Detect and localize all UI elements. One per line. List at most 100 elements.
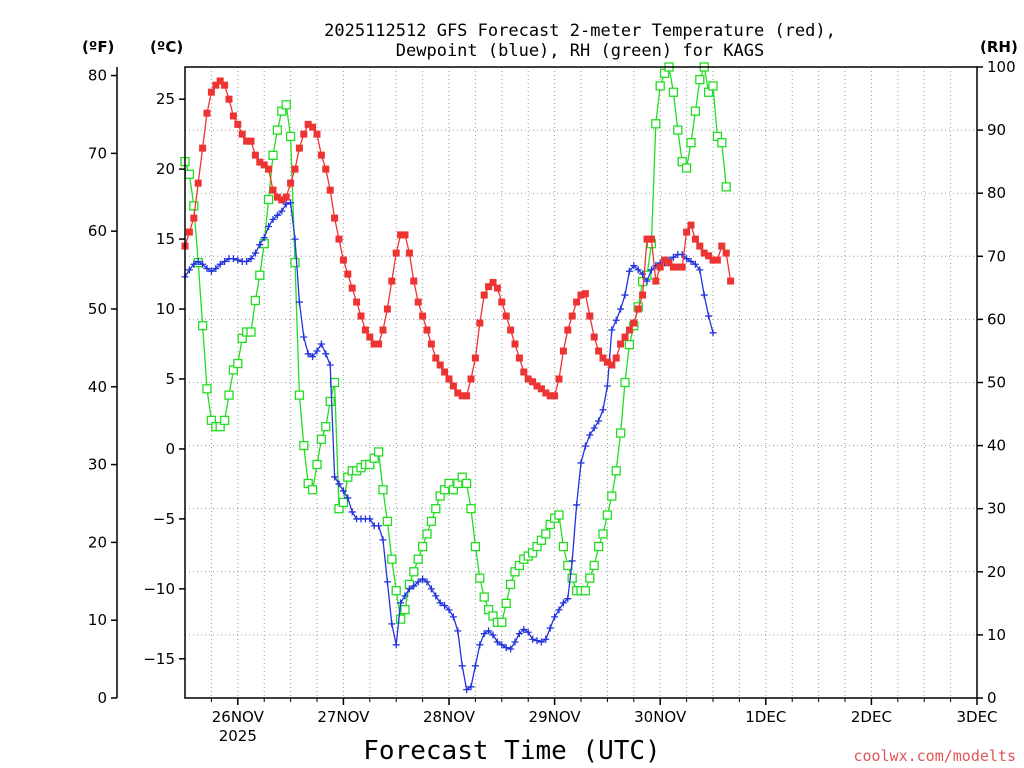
rh-point — [246, 327, 256, 337]
temperature-point — [370, 340, 378, 348]
temperature-point — [304, 120, 312, 128]
rh-point — [721, 182, 731, 192]
temperature-point — [216, 77, 224, 85]
dewpoint-point — [467, 683, 475, 691]
x-tick-label: 26NOV — [212, 708, 265, 726]
rh-tick-label: 50 — [987, 374, 1006, 392]
temperature-point — [388, 277, 396, 285]
rh-point — [681, 163, 692, 173]
rh-point — [593, 541, 604, 552]
rh-point — [294, 390, 305, 400]
dewpoint-point — [344, 494, 352, 502]
dewpoint-point — [300, 333, 308, 341]
rh-point — [299, 440, 309, 451]
fahrenheit-tick-label: 70 — [88, 144, 107, 162]
temperature-point — [194, 179, 202, 187]
dewpoint-point — [295, 298, 303, 306]
temperature-point — [419, 312, 427, 320]
rh-point — [263, 194, 274, 205]
chart-title-line-2: Dewpoint (blue), RH (green) for KAGS — [396, 41, 764, 61]
dewpoint-point — [441, 602, 449, 610]
rh-point — [250, 295, 261, 306]
rh-point — [598, 529, 608, 539]
rh-point — [378, 485, 388, 495]
rh-point — [373, 447, 384, 457]
temperature-point — [520, 368, 528, 376]
temperature-point — [691, 235, 699, 243]
temperature-point — [339, 256, 347, 264]
dewpoint-point — [590, 424, 598, 432]
temperature-point — [414, 298, 422, 306]
temperature-point — [643, 235, 651, 243]
temperature-point — [397, 231, 405, 239]
temperature-point — [590, 333, 598, 341]
temperature-point — [564, 326, 572, 334]
temperature-point — [476, 319, 484, 327]
dewpoint-point — [199, 260, 207, 268]
temperature-point — [383, 305, 391, 313]
temperature-point — [718, 242, 726, 250]
dewpoint-point — [348, 508, 356, 516]
rh-point — [541, 529, 551, 539]
rh-point — [329, 377, 340, 388]
dewpoint-point — [524, 628, 532, 636]
x-tick-label: 28NOV — [423, 708, 476, 726]
temperature-point — [445, 375, 453, 383]
dewpoint-point — [705, 312, 713, 320]
dewpoint-point — [533, 637, 541, 645]
temperature-point — [282, 193, 290, 201]
celsius-tick-label: −10 — [143, 580, 175, 598]
dewpoint-point — [379, 536, 387, 544]
grid-layer — [185, 67, 977, 698]
dewpoint-point — [493, 638, 501, 646]
dewpoint-point — [190, 260, 198, 268]
temperature-point — [185, 228, 193, 236]
fahrenheit-tick-label: 30 — [88, 456, 107, 474]
rh-point — [686, 138, 696, 148]
dewpoint-point — [313, 347, 321, 355]
celsius-tick-label: −5 — [153, 510, 175, 528]
dewpoint-point — [669, 253, 677, 261]
dewpoint-point — [603, 382, 611, 390]
dewpoint-point — [247, 255, 255, 263]
rh-point — [585, 573, 595, 583]
temperature-point — [546, 392, 554, 400]
temperature-point — [524, 375, 532, 383]
celsius-tick-label: 25 — [156, 90, 175, 108]
temperature-point — [344, 270, 352, 278]
fahrenheit-tick-label: 10 — [88, 611, 107, 629]
rh-point — [290, 257, 300, 268]
rh-tick-label: 20 — [987, 563, 1006, 581]
dewpoint-point — [317, 340, 325, 348]
dewpoint-point — [520, 625, 528, 633]
temperature-point — [599, 354, 607, 362]
dewpoint-point — [383, 578, 391, 586]
dewpoint-point — [335, 480, 343, 488]
fahrenheit-tick-label: 20 — [88, 533, 107, 551]
dewpoint-point — [212, 264, 220, 272]
dewpoint-point — [471, 662, 479, 670]
credit-text: coolwx.com/modelts — [853, 747, 1016, 765]
temperature-point — [713, 256, 721, 264]
dewpoint-point — [696, 266, 704, 274]
dewpoint-point — [287, 199, 295, 207]
temperature-point — [507, 326, 515, 334]
temperature-point — [251, 151, 259, 159]
dewpoint-point — [203, 264, 211, 272]
dewpoint-point — [573, 501, 581, 509]
rh-point — [272, 125, 283, 135]
dewpoint-point — [229, 255, 237, 263]
rh-point — [668, 87, 679, 97]
x-tick-label: 27NOV — [317, 708, 370, 726]
rh-point — [479, 592, 489, 602]
rh-point — [281, 100, 291, 110]
dewpoint-point — [529, 635, 537, 643]
rh-point — [325, 396, 335, 407]
rh-point — [673, 125, 683, 135]
temperature-point — [449, 382, 457, 390]
temperature-point — [559, 347, 567, 355]
rh-point — [417, 541, 428, 552]
dewpoint-point — [542, 635, 550, 643]
temperature-point — [661, 256, 669, 264]
dewpoint-point — [304, 350, 312, 358]
